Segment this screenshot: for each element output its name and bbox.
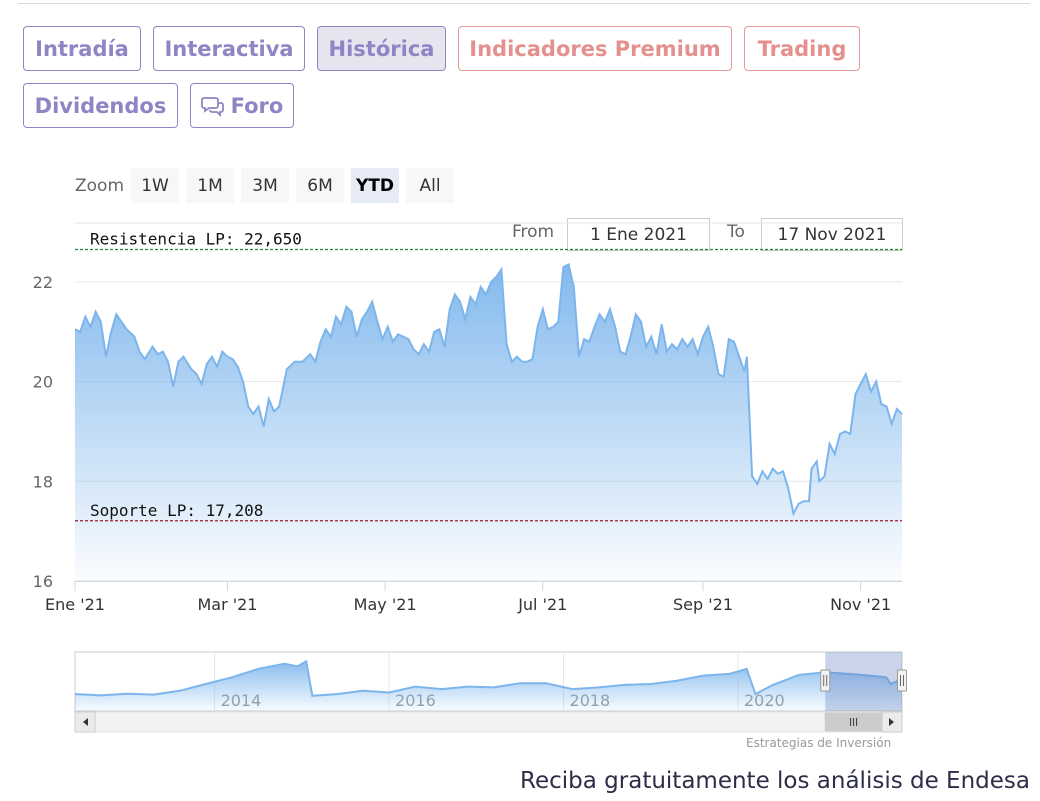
- scrollbar-track: [74, 711, 903, 733]
- top-divider: [18, 3, 1030, 4]
- plot-line-label: Soporte LP: 17,208: [90, 501, 263, 520]
- tab-indicadores-premium[interactable]: Indicadores Premium: [458, 26, 732, 71]
- zoom-all-button[interactable]: All: [406, 168, 455, 203]
- y-tick-label: 20: [33, 373, 53, 392]
- x-tick-label: Ene '21: [45, 595, 105, 614]
- x-tick-label: Nov '21: [830, 595, 891, 614]
- zoom-3m-button[interactable]: 3M: [241, 168, 290, 203]
- tab-label: Interactiva: [164, 36, 294, 61]
- navigator-line: [74, 659, 903, 697]
- tab-interactiva[interactable]: Interactiva: [153, 26, 305, 71]
- navigator-left-handle[interactable]: [820, 669, 831, 692]
- plot-line-label: Resistencia LP: 22,650: [90, 230, 302, 249]
- x-tick-label: May '21: [354, 595, 417, 614]
- zoom-ytd-button[interactable]: YTD: [351, 168, 400, 203]
- navigator-area: [75, 661, 902, 711]
- y-tick-label: 16: [33, 572, 53, 591]
- tab-label: Dividendos: [34, 93, 167, 118]
- tab-historica[interactable]: Histórica: [317, 26, 446, 71]
- arrow-right-icon: [889, 718, 894, 726]
- zoom-1w-button[interactable]: 1W: [131, 168, 180, 203]
- zoom-label: Zoom: [75, 175, 125, 196]
- navigator-window[interactable]: [825, 652, 902, 711]
- x-tick-label: Sep '21: [673, 595, 733, 614]
- from-label: From: [512, 222, 555, 242]
- y-tick-label: 18: [33, 472, 53, 491]
- to-label: To: [727, 222, 745, 242]
- y-tick-label: 22: [33, 273, 53, 292]
- tab-label: Histórica: [328, 36, 435, 61]
- tab-label: Intradía: [35, 36, 129, 61]
- tab-foro[interactable]: Foro: [190, 83, 294, 128]
- tab-label: Trading: [757, 36, 847, 61]
- zoom-1m-button[interactable]: 1M: [186, 168, 235, 203]
- tab-dividendos[interactable]: Dividendos: [23, 83, 178, 128]
- price-line: [74, 263, 903, 517]
- handle-body: [820, 669, 831, 692]
- chart-credit: Estrategias de Inversión: [746, 736, 892, 750]
- cta-text[interactable]: Reciba gratuitamente los análisis de End…: [520, 768, 1030, 794]
- zoom-6m-button[interactable]: 6M: [296, 168, 345, 203]
- x-tick-label: Jul '21: [517, 595, 567, 614]
- speech-bubbles-icon: [200, 95, 225, 117]
- tab-label: Indicadores Premium: [469, 36, 721, 61]
- arrow-left-icon: [83, 718, 88, 726]
- zoom-selector: Zoom 1W 1M 3M 6M YTD All: [75, 168, 461, 203]
- price-area: [75, 264, 902, 581]
- tab-trading[interactable]: Trading: [744, 26, 860, 71]
- tab-label: Foro: [230, 93, 284, 118]
- tab-intradia[interactable]: Intradía: [23, 26, 141, 71]
- from-date-input[interactable]: 1 Ene 2021: [567, 218, 710, 251]
- x-tick-label: Mar '21: [197, 595, 257, 614]
- navigator-right-handle[interactable]: [897, 669, 907, 692]
- handle-body: [897, 669, 907, 692]
